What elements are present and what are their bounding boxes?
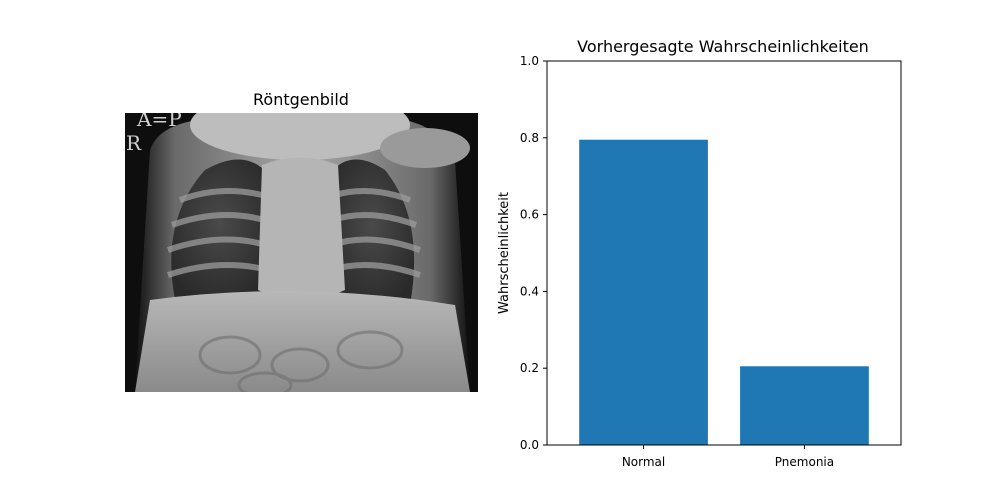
- y-tick-label: 0.4: [520, 284, 539, 298]
- bars-group: [579, 139, 869, 445]
- y-tick-label: 0.2: [520, 361, 539, 375]
- y-tick-label: 0.8: [520, 131, 539, 145]
- y-tick-label: 0.6: [520, 208, 539, 222]
- y-tick-label: 1.0: [520, 54, 539, 68]
- xray-image: A=P R: [125, 107, 478, 392]
- y-axis: 0.0 0.2 0.4 0.6 0.8 1.0: [520, 54, 547, 452]
- x-axis: Normal Pnemonia: [622, 445, 834, 469]
- xray-title: Röntgenbild: [253, 90, 349, 109]
- plot-frame: [546, 60, 902, 446]
- bar-pnemonia: [740, 366, 869, 445]
- x-tick-label: Pnemonia: [775, 455, 834, 469]
- y-axis-label: Wahrscheinlichkeit: [497, 192, 512, 314]
- x-tick-label: Normal: [622, 455, 665, 469]
- y-tick-label: 0.0: [520, 438, 539, 452]
- xray-marker-ap: A=P: [136, 107, 182, 131]
- xray-marker-r: R: [126, 131, 142, 155]
- chart-title: Vorhergesagte Wahrscheinlichkeiten: [577, 37, 869, 56]
- bar-normal: [579, 139, 708, 445]
